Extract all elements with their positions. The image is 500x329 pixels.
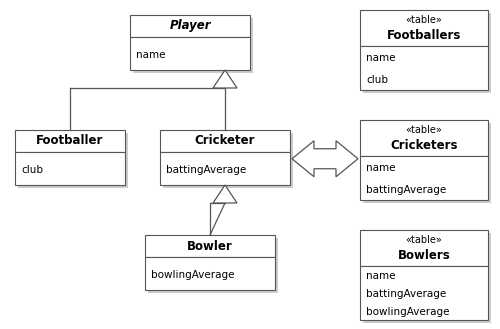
Bar [18,133,128,188]
Text: name: name [366,163,396,173]
Bar [145,257,275,290]
Text: club: club [366,75,388,85]
Bar [360,266,488,320]
Text: Bowlers: Bowlers [398,249,450,263]
Bar [160,130,290,152]
Bar [360,230,488,266]
Text: name: name [366,271,396,281]
Text: battingAverage: battingAverage [366,289,446,299]
Bar [130,15,250,37]
Bar [145,235,275,257]
Bar [360,46,488,90]
Text: battingAverage: battingAverage [366,185,446,195]
Bar [160,152,290,185]
Bar [363,233,491,323]
Text: bowlingAverage: bowlingAverage [366,307,450,317]
Bar [15,152,125,185]
Bar [133,18,253,73]
Bar [15,130,125,152]
Bar [163,133,293,188]
Text: Bowler: Bowler [187,240,233,252]
Text: club: club [21,165,43,175]
Bar [130,37,250,70]
Bar [360,156,488,200]
Text: name: name [366,53,396,63]
Bar [360,120,488,156]
Polygon shape [213,70,237,88]
Text: Cricketers: Cricketers [390,139,458,152]
Text: «table»: «table» [406,125,442,135]
Bar [363,123,491,203]
Text: «table»: «table» [406,235,442,245]
Text: name: name [136,50,166,60]
Bar [363,13,491,93]
Text: Cricketer: Cricketer [195,135,256,147]
Text: Footballers: Footballers [387,29,461,42]
Bar [360,10,488,46]
Polygon shape [213,185,237,203]
Text: battingAverage: battingAverage [166,165,246,175]
Text: «table»: «table» [406,15,442,25]
Polygon shape [292,141,358,177]
Text: bowlingAverage: bowlingAverage [151,270,234,280]
Text: Player: Player [169,19,211,33]
Text: Footballer: Footballer [36,135,104,147]
Bar [148,238,278,293]
